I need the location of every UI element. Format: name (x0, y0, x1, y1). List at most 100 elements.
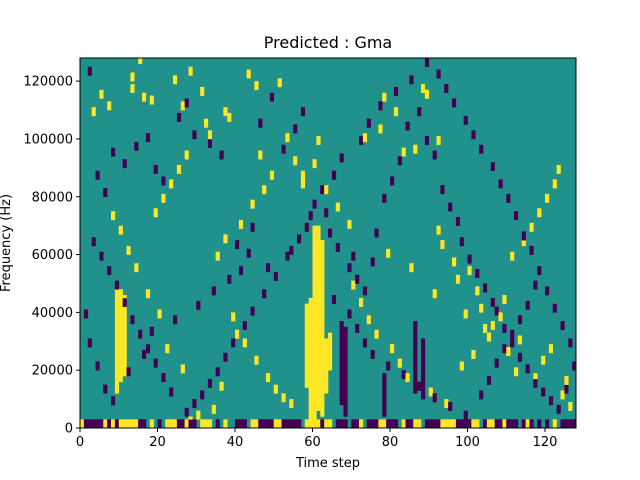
heatmap-cell (421, 338, 426, 400)
heatmap-cell (145, 289, 151, 299)
heatmap-cell (366, 118, 371, 128)
heatmap-cell (552, 419, 557, 429)
heatmap-cell (409, 75, 414, 85)
heatmap-cell (114, 289, 120, 394)
heatmap-cell (242, 419, 247, 429)
heatmap-cell (83, 419, 89, 429)
heatmap-cell (138, 419, 143, 429)
heatmap-cell (475, 419, 480, 429)
heatmap-cell (494, 419, 499, 429)
heatmap-cell (459, 419, 464, 429)
heatmap-cell (568, 419, 573, 429)
heatmap-cell (440, 185, 445, 195)
heatmap-cell (173, 419, 178, 429)
heatmap-cell (545, 419, 550, 429)
heatmap-cell (390, 176, 395, 186)
heatmap-cell (479, 390, 484, 400)
heatmap-cell (324, 185, 329, 195)
heatmap-cell (281, 419, 286, 429)
heatmap-cell (142, 349, 147, 359)
heatmap-cell (521, 240, 526, 247)
heatmap-cell (521, 419, 526, 429)
x-tick-label: 120 (533, 435, 558, 450)
heatmap-cell (262, 185, 267, 195)
heatmap-cell (227, 112, 232, 122)
heatmap-cell (486, 332, 492, 342)
heatmap-cell (428, 387, 433, 397)
heatmap-cell (188, 419, 193, 429)
heatmap-cell (483, 323, 488, 333)
heatmap-cell (459, 361, 464, 371)
heatmap-cell (362, 133, 368, 143)
heatmap-cell (293, 156, 298, 166)
heatmap-cell (560, 321, 565, 331)
heatmap-cell (521, 231, 526, 241)
heatmap-cell (223, 234, 228, 244)
heatmap-cell (281, 144, 286, 154)
heatmap-cell (238, 266, 244, 276)
heatmap-cell (502, 344, 507, 354)
heatmap-cell (246, 248, 251, 258)
heatmap-cell (157, 309, 162, 319)
x-axis: 0 20 40 60 80 100 120 (76, 428, 558, 450)
heatmap-cell (297, 419, 302, 429)
heatmap-cell (316, 419, 321, 429)
heatmap-cell (452, 257, 457, 267)
heatmap-cell (304, 419, 309, 429)
heatmap-cell (266, 373, 271, 383)
heatmap-cell (118, 225, 123, 235)
heatmap-cell (390, 344, 395, 354)
heatmap-cell (95, 170, 100, 180)
heatmap-cell (378, 419, 383, 429)
heatmap-cell (165, 419, 170, 429)
heatmap-cell (328, 419, 333, 429)
heatmap-cell (347, 219, 352, 229)
heatmap-cell (339, 153, 344, 163)
heatmap-cell (258, 118, 263, 128)
heatmap-cell (289, 419, 294, 429)
heatmap-cell (165, 344, 170, 354)
heatmap-cell (529, 245, 534, 255)
heatmap-cell (339, 419, 344, 429)
heatmap-cell (525, 419, 530, 429)
heatmap-cell (366, 419, 371, 429)
heatmap-cell (297, 234, 302, 244)
heatmap-cell (207, 130, 213, 140)
heatmap-cell (382, 373, 387, 417)
heatmap-cell (514, 419, 519, 429)
heatmap-cell (126, 419, 131, 429)
y-tick-label: 120000 (23, 75, 73, 90)
heatmap-cell (486, 375, 492, 385)
heatmap-cell (355, 323, 360, 333)
heatmap-cell (335, 243, 340, 252)
heatmap-cell (207, 419, 213, 429)
x-tick-label: 80 (382, 435, 399, 450)
heatmap-cell (246, 69, 251, 79)
heatmap-cell (192, 130, 197, 140)
heatmap-cell (455, 274, 461, 284)
heatmap-cell (390, 419, 395, 429)
heatmap-cell (277, 419, 282, 429)
heatmap-cell (95, 419, 100, 429)
heatmap-cell (118, 419, 123, 429)
heatmap-cell (424, 89, 430, 99)
heatmap-cell (196, 410, 201, 420)
heatmap-cell (370, 419, 375, 429)
heatmap-cell (413, 419, 418, 429)
heatmap-cell (254, 81, 259, 91)
heatmap-cell (204, 118, 209, 128)
y-tick-label: 40000 (32, 306, 73, 321)
heatmap-cell (405, 373, 410, 383)
heatmap-cell (273, 419, 278, 429)
heatmap-cell (432, 289, 437, 299)
heatmap-cell (122, 419, 127, 429)
heatmap-cell (180, 101, 185, 111)
heatmap-cell (161, 373, 166, 383)
heatmap-cell (200, 86, 205, 96)
heatmap-cell (204, 419, 209, 429)
heatmap-cell (355, 419, 360, 429)
heatmap-cell (490, 321, 495, 331)
heatmap-cell (207, 138, 213, 148)
heatmap-cell (300, 170, 306, 189)
heatmap-cell (111, 147, 116, 157)
